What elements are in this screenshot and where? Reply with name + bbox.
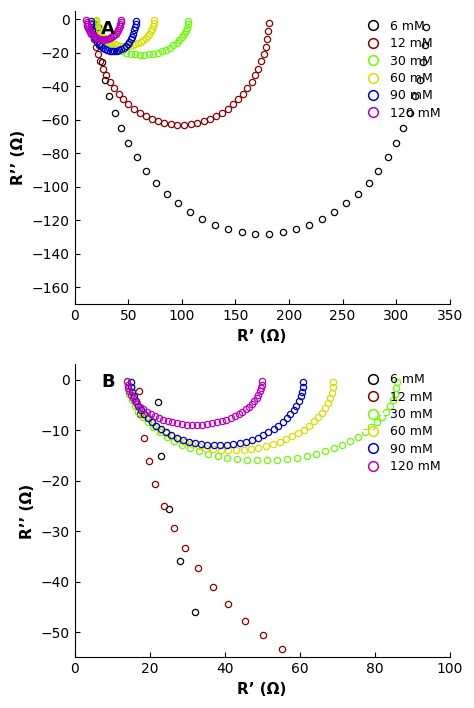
X-axis label: R’ (Ω): R’ (Ω): [237, 682, 287, 697]
Text: B: B: [101, 373, 115, 392]
Text: A: A: [101, 20, 115, 38]
Y-axis label: R’’ (Ω): R’’ (Ω): [11, 130, 26, 185]
Legend: 6 mM, 12 mM, 30 mM, 60 mM, 90 mM, 120 mM: 6 mM, 12 mM, 30 mM, 60 mM, 90 mM, 120 mM: [356, 368, 446, 478]
X-axis label: R’ (Ω): R’ (Ω): [237, 329, 287, 343]
Y-axis label: R’’ (Ω): R’’ (Ω): [20, 484, 35, 539]
Legend: 6 mM, 12 mM, 30 mM, 60 mM, 90 mM, 120 mM: 6 mM, 12 mM, 30 mM, 60 mM, 90 mM, 120 mM: [356, 15, 446, 125]
